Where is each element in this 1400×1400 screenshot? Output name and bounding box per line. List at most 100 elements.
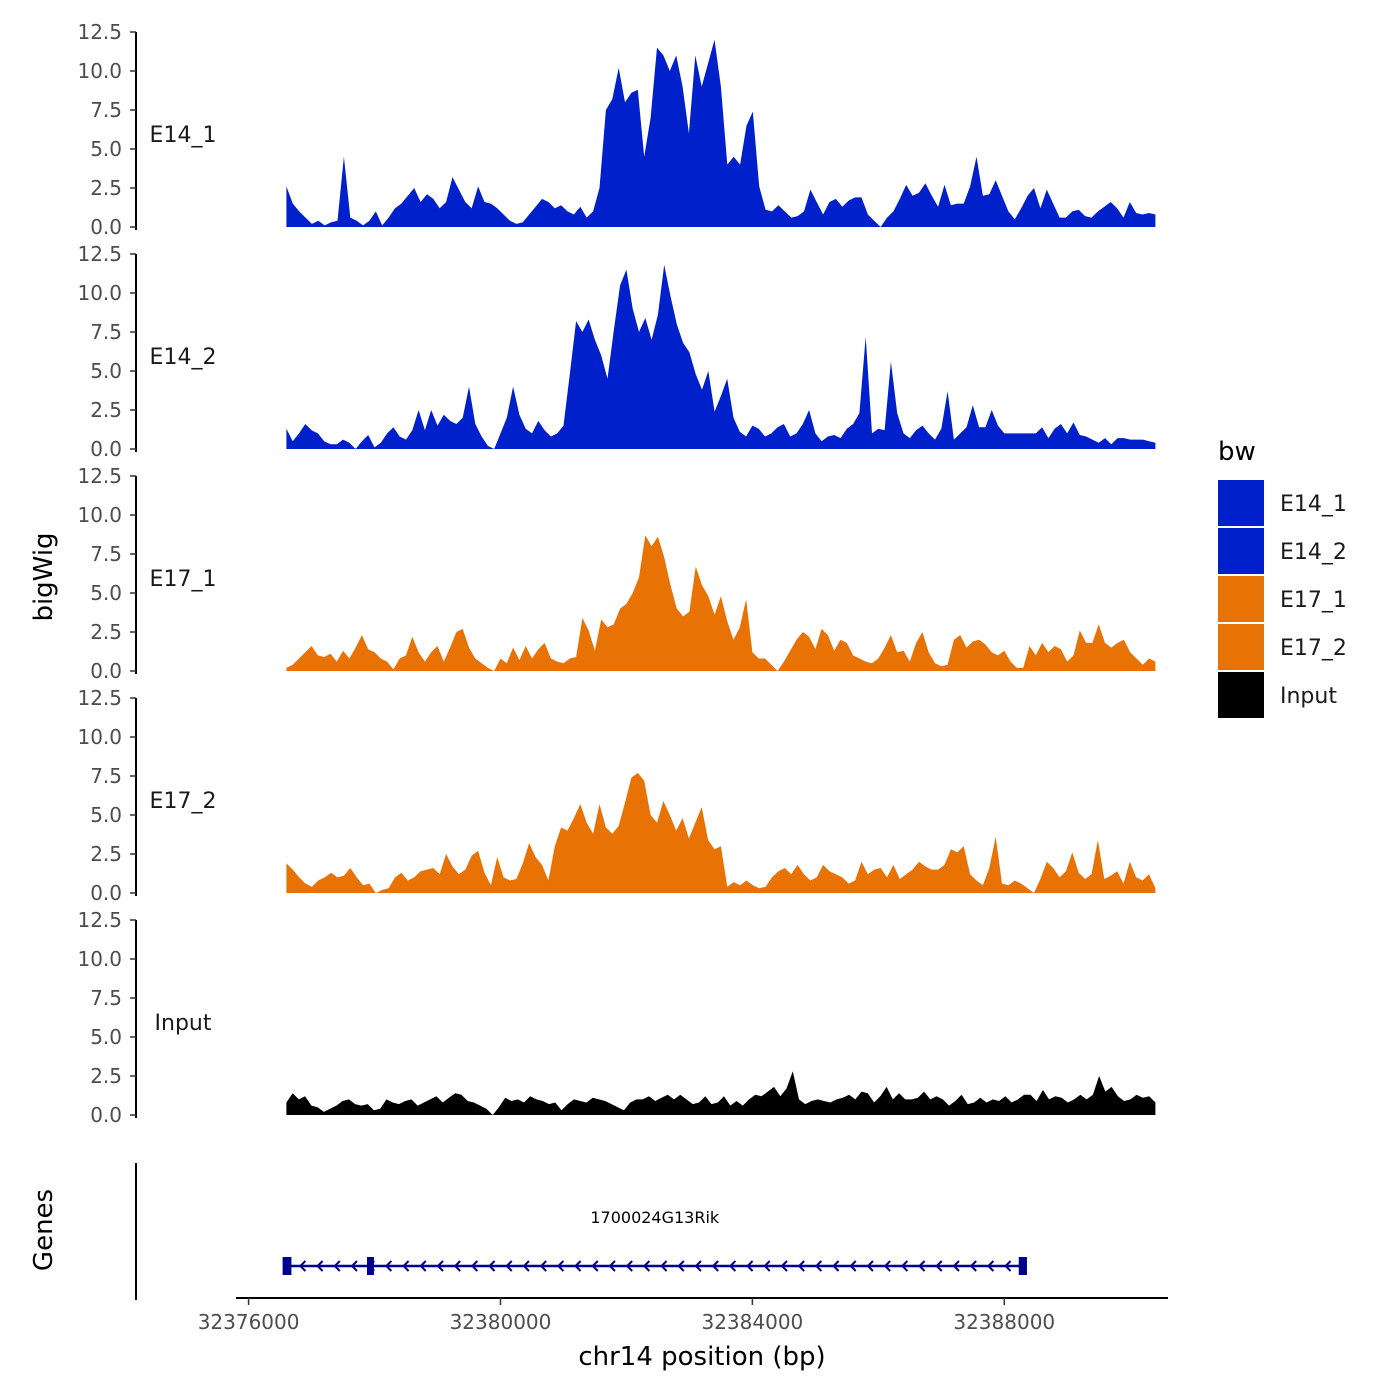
strand-arrow	[677, 1260, 685, 1272]
strand-arrow	[505, 1260, 513, 1272]
strand-arrow	[986, 1260, 995, 1272]
y-tick-label: 2.5	[90, 398, 122, 422]
coverage-area-Input	[286, 1071, 1156, 1115]
legend-label-E17_2: E17_2	[1280, 636, 1347, 661]
track-label-Input: Input	[155, 1011, 212, 1036]
strand-arrow	[711, 1260, 719, 1272]
genes-axis-title: Genes	[29, 1189, 59, 1271]
strand-arrow	[918, 1260, 926, 1272]
y-tick-label: 0.0	[90, 437, 122, 461]
y-tick-label: 0.0	[90, 659, 122, 683]
track-panel-Input: 0.0 2.5 5.0 7.5 10.0 12.5 Input	[77, 908, 1156, 1127]
y-tick-label: 10.0	[77, 281, 122, 305]
strand-arrow	[746, 1260, 754, 1272]
legend-swatch-Input	[1218, 672, 1264, 718]
y-tick-label: 5.0	[90, 359, 122, 383]
x-tick-label: 32380000	[450, 1310, 552, 1334]
strand-arrow	[608, 1260, 616, 1272]
strand-arrow	[883, 1260, 891, 1272]
strand-arrow	[642, 1260, 651, 1272]
strand-arrow	[952, 1260, 960, 1272]
y-tick-label: 12.5	[77, 20, 122, 44]
coverage-area-E14_1	[286, 39, 1156, 227]
strand-arrow	[832, 1260, 840, 1272]
gene-exon	[366, 1257, 374, 1275]
strand-arrow	[797, 1260, 805, 1272]
gene-model: 1700024G13Rik	[282, 1208, 1027, 1275]
strand-arrow	[539, 1260, 547, 1272]
strand-arrow	[436, 1260, 444, 1272]
y-tick-label: 5.0	[90, 1025, 122, 1049]
y-tick-label: 7.5	[90, 320, 122, 344]
strand-arrow	[969, 1260, 977, 1272]
y-tick-label: 7.5	[90, 986, 122, 1010]
track-panel-E14_1: 0.0 2.5 5.0 7.5 10.0 12.5 E14_1	[77, 20, 1156, 239]
gene-exon	[1018, 1257, 1027, 1275]
track-panel-E17_2: 0.0 2.5 5.0 7.5 10.0 12.5 E17_2	[77, 686, 1156, 905]
y-tick-label: 7.5	[90, 542, 122, 566]
strand-arrow	[298, 1260, 307, 1272]
y-tick-label: 10.0	[77, 947, 122, 971]
coverage-area-E17_2	[286, 772, 1156, 893]
strand-arrow	[935, 1260, 943, 1272]
y-tick-label: 7.5	[90, 98, 122, 122]
y-tick-label: 5.0	[90, 581, 122, 605]
y-tick-label: 0.0	[90, 881, 122, 905]
y-tick-label: 0.0	[90, 215, 122, 239]
gene-label: 1700024G13Rik	[590, 1208, 720, 1227]
y-tick-label: 5.0	[90, 137, 122, 161]
y-tick-label: 5.0	[90, 803, 122, 827]
strand-arrow	[333, 1260, 341, 1272]
strand-arrow	[900, 1260, 909, 1272]
y-tick-label: 0.0	[90, 1103, 122, 1127]
strand-arrow	[453, 1260, 461, 1272]
y-tick-label: 2.5	[90, 842, 122, 866]
track-label-E14_2: E14_2	[150, 345, 217, 370]
strand-arrow	[660, 1260, 668, 1272]
legend-title: bw	[1218, 437, 1256, 467]
strand-arrow	[763, 1260, 771, 1272]
strand-arrow	[780, 1260, 788, 1272]
track-panel-E14_2: 0.0 2.5 5.0 7.5 10.0 12.5 E14_2	[77, 242, 1156, 461]
y-tick-label: 12.5	[77, 242, 122, 266]
x-tick-label: 32384000	[701, 1310, 803, 1334]
strand-arrow	[402, 1260, 410, 1272]
y-tick-label: 2.5	[90, 176, 122, 200]
strand-arrow	[522, 1260, 530, 1272]
legend-swatch-E14_1	[1218, 480, 1264, 526]
strand-arrow	[574, 1260, 582, 1272]
strand-arrow	[849, 1260, 857, 1272]
legend-label-Input: Input	[1280, 684, 1337, 709]
strand-arrow	[419, 1260, 427, 1272]
strand-arrow	[488, 1260, 496, 1272]
x-axis-title: chr14 position (bp)	[578, 1342, 825, 1372]
track-label-E14_1: E14_1	[150, 123, 217, 148]
legend-swatch-E17_2	[1218, 624, 1264, 670]
x-tick-label: 32388000	[953, 1310, 1055, 1334]
legend-label-E14_2: E14_2	[1280, 540, 1347, 565]
y-axis-title: bigWig	[29, 532, 59, 621]
y-tick-label: 2.5	[90, 620, 122, 644]
strand-arrow	[728, 1260, 737, 1272]
strand-arrow	[1004, 1260, 1012, 1272]
legend-label-E17_1: E17_1	[1280, 588, 1347, 613]
strand-arrow	[316, 1260, 324, 1272]
strand-arrow	[866, 1260, 874, 1272]
y-tick-label: 2.5	[90, 1064, 122, 1088]
strand-arrow	[694, 1260, 702, 1272]
coverage-area-E14_2	[286, 264, 1156, 449]
track-label-E17_2: E17_2	[150, 789, 217, 814]
y-tick-label: 7.5	[90, 764, 122, 788]
strand-arrow	[470, 1260, 479, 1272]
y-tick-label: 10.0	[77, 503, 122, 527]
strand-arrow	[350, 1260, 358, 1272]
gene-exon	[282, 1257, 292, 1275]
y-tick-label: 12.5	[77, 686, 122, 710]
y-tick-label: 12.5	[77, 908, 122, 932]
strand-arrow	[591, 1260, 599, 1272]
track-panel-E17_1: 0.0 2.5 5.0 7.5 10.0 12.5 E17_1	[77, 464, 1156, 683]
legend-swatch-E17_1	[1218, 576, 1264, 622]
strand-arrow	[814, 1260, 823, 1272]
coverage-area-E17_1	[286, 535, 1156, 671]
